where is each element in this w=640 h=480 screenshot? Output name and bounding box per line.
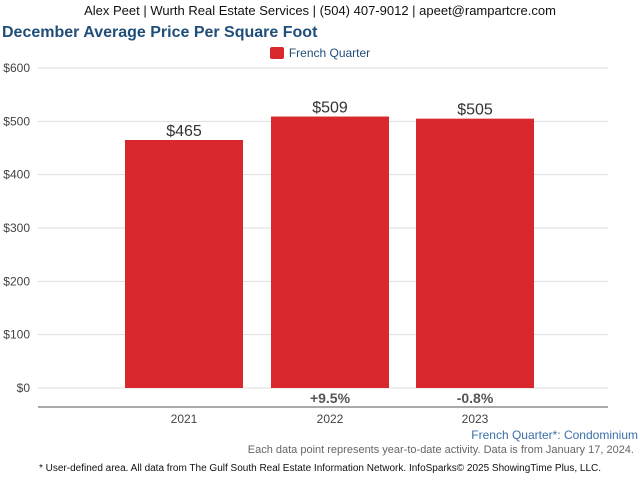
source-note: * User-defined area. All data from The G…: [38, 463, 602, 474]
y-tick-label: $300: [3, 221, 30, 235]
data-note: Each data point represents year-to-date …: [247, 444, 634, 456]
contact-header: Alex Peet | Wurth Real Estate Services |…: [0, 0, 640, 22]
change-label: -0.8%: [457, 390, 494, 406]
contact-text: Alex Peet | Wurth Real Estate Services |…: [84, 3, 556, 18]
bar: [271, 116, 389, 389]
area-label: French Quarter*: Condominium: [471, 428, 638, 442]
bar: [125, 140, 243, 388]
y-tick-label: $500: [3, 114, 30, 128]
bar-value-label: $505: [457, 102, 493, 119]
y-tick-label: $0: [17, 381, 31, 395]
x-tick-label: 2022: [317, 412, 344, 426]
bar-value-label: $509: [312, 100, 348, 117]
y-tick-label: $600: [3, 61, 30, 75]
legend-label: French Quarter: [288, 46, 371, 60]
chart-footer: French Quarter*: Condominium Each data p…: [0, 428, 640, 480]
legend-swatch: [269, 47, 284, 59]
chart-title: December Average Price Per Square Foot: [2, 24, 318, 41]
x-tick-label: 2021: [171, 412, 198, 426]
chart-legend[interactable]: French Quarter: [0, 46, 640, 60]
y-tick-label: $200: [3, 274, 30, 288]
y-tick-label: $400: [3, 168, 30, 182]
bar: [416, 118, 534, 389]
change-label: +9.5%: [310, 390, 351, 406]
x-tick-label: 2023: [462, 412, 489, 426]
bar-value-label: $465: [166, 123, 202, 140]
y-tick-label: $100: [3, 328, 30, 342]
